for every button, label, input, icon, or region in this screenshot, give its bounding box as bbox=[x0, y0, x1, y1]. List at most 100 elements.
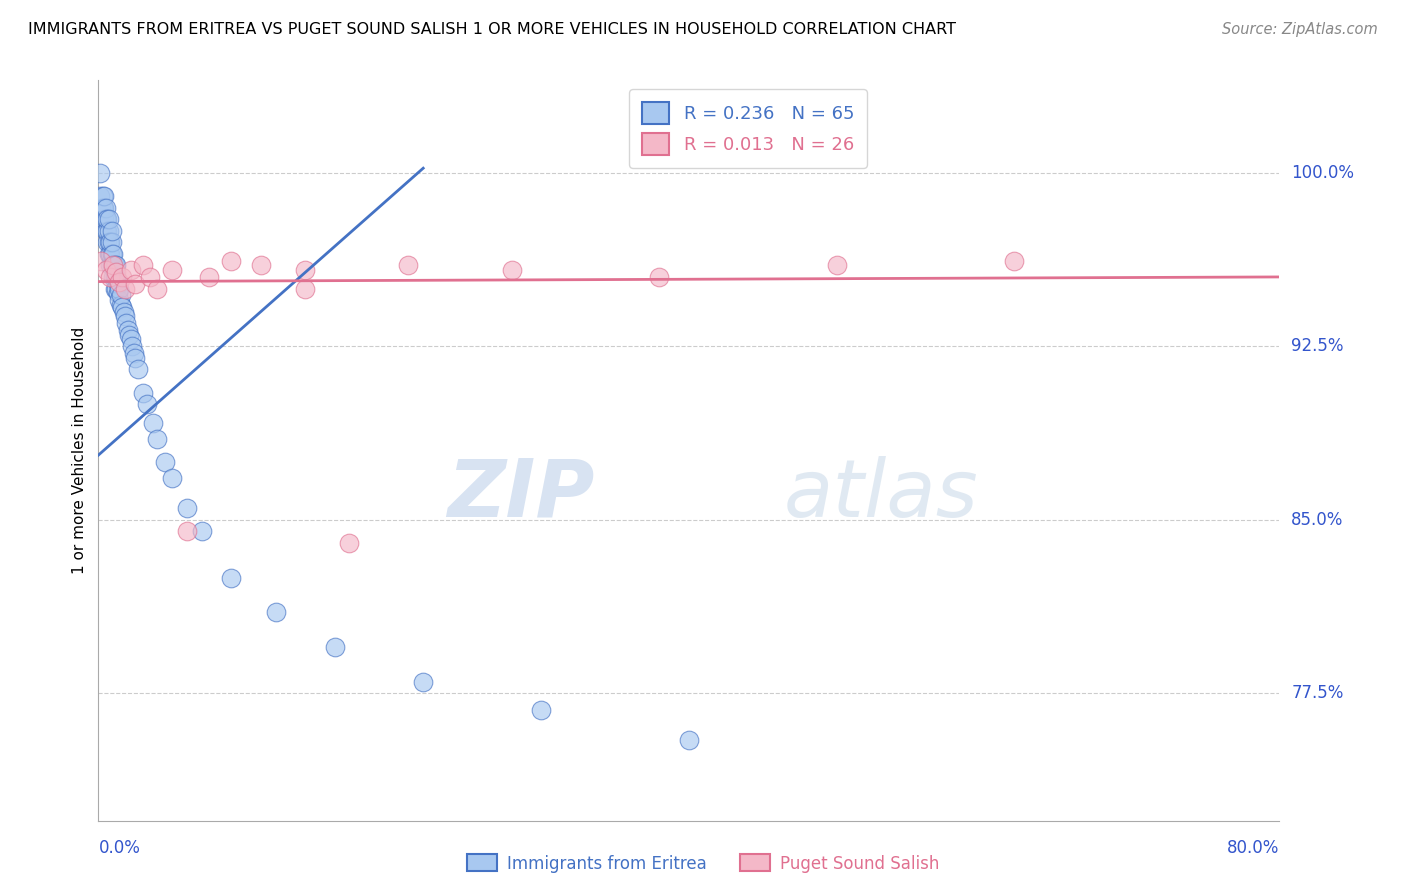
Legend: R = 0.236   N = 65, R = 0.013   N = 26: R = 0.236 N = 65, R = 0.013 N = 26 bbox=[630, 89, 866, 168]
Point bbox=[105, 281, 128, 295]
Point bbox=[107, 286, 129, 301]
Point bbox=[136, 397, 159, 411]
Point bbox=[94, 224, 117, 238]
Text: 85.0%: 85.0% bbox=[1291, 511, 1344, 529]
Point bbox=[91, 201, 114, 215]
Point bbox=[97, 212, 120, 227]
Text: Source: ZipAtlas.com: Source: ZipAtlas.com bbox=[1222, 22, 1378, 37]
Point bbox=[96, 212, 118, 227]
Point bbox=[294, 263, 316, 277]
Y-axis label: 1 or more Vehicles in Household: 1 or more Vehicles in Household bbox=[72, 326, 87, 574]
Point bbox=[89, 166, 111, 180]
Point bbox=[1002, 253, 1025, 268]
Point bbox=[91, 189, 114, 203]
Legend: Immigrants from Eritrea, Puget Sound Salish: Immigrants from Eritrea, Puget Sound Sal… bbox=[460, 847, 946, 880]
Text: 0.0%: 0.0% bbox=[98, 839, 141, 857]
Point bbox=[339, 536, 361, 550]
Point bbox=[103, 259, 125, 273]
Point bbox=[127, 362, 149, 376]
Point bbox=[678, 732, 700, 747]
Point bbox=[104, 281, 127, 295]
Point bbox=[110, 298, 132, 312]
Point bbox=[146, 432, 169, 446]
Point bbox=[93, 201, 115, 215]
Point bbox=[97, 247, 120, 261]
Point bbox=[162, 471, 183, 485]
Point bbox=[120, 332, 142, 346]
Point bbox=[221, 571, 243, 585]
Point bbox=[124, 351, 146, 365]
Point bbox=[111, 300, 134, 314]
Point bbox=[93, 189, 115, 203]
Point bbox=[96, 224, 118, 238]
Point bbox=[323, 640, 346, 654]
Point bbox=[103, 247, 125, 261]
Point bbox=[153, 455, 176, 469]
Point bbox=[100, 235, 122, 250]
Point bbox=[103, 269, 125, 284]
Point bbox=[103, 259, 125, 273]
Point bbox=[97, 235, 120, 250]
Point bbox=[94, 212, 117, 227]
Point bbox=[124, 277, 146, 291]
Point bbox=[146, 281, 169, 295]
Point bbox=[264, 606, 287, 620]
Point bbox=[221, 253, 243, 268]
Point bbox=[132, 259, 155, 273]
Point bbox=[114, 281, 136, 295]
Point bbox=[105, 259, 128, 273]
Text: 77.5%: 77.5% bbox=[1291, 684, 1344, 702]
Point bbox=[110, 288, 132, 302]
Point bbox=[104, 259, 127, 273]
Point bbox=[139, 269, 162, 284]
Point bbox=[96, 235, 118, 250]
Point bbox=[250, 259, 273, 273]
Point bbox=[501, 263, 523, 277]
Point bbox=[89, 189, 111, 203]
Point bbox=[105, 265, 128, 279]
Point bbox=[98, 259, 121, 273]
Point bbox=[198, 269, 221, 284]
Point bbox=[132, 385, 155, 400]
Point bbox=[108, 293, 131, 307]
Point bbox=[176, 501, 198, 516]
Point bbox=[93, 212, 115, 227]
Point bbox=[412, 674, 434, 689]
Point bbox=[648, 269, 671, 284]
Point bbox=[98, 235, 121, 250]
Point bbox=[107, 277, 129, 291]
Point bbox=[100, 224, 122, 238]
Point bbox=[142, 416, 165, 430]
Point bbox=[111, 269, 134, 284]
Point bbox=[100, 259, 122, 273]
Text: 80.0%: 80.0% bbox=[1227, 839, 1279, 857]
Point bbox=[94, 263, 117, 277]
Point bbox=[105, 269, 128, 284]
Point bbox=[90, 201, 112, 215]
Point bbox=[191, 524, 214, 539]
Point bbox=[112, 304, 135, 318]
Text: atlas: atlas bbox=[783, 456, 979, 534]
Point bbox=[120, 263, 142, 277]
Point bbox=[98, 269, 121, 284]
Point bbox=[398, 259, 420, 273]
Point bbox=[108, 281, 131, 295]
Point bbox=[825, 259, 848, 273]
Point bbox=[100, 247, 122, 261]
Point bbox=[94, 201, 117, 215]
Point bbox=[121, 339, 143, 353]
Point bbox=[117, 323, 139, 337]
Point bbox=[104, 269, 127, 284]
Point bbox=[294, 281, 316, 295]
Point bbox=[97, 224, 120, 238]
Text: 100.0%: 100.0% bbox=[1291, 164, 1354, 182]
Point bbox=[98, 247, 121, 261]
Point bbox=[118, 327, 141, 342]
Point bbox=[108, 275, 131, 289]
Point bbox=[115, 316, 138, 330]
Text: 92.5%: 92.5% bbox=[1291, 337, 1344, 355]
Point bbox=[114, 310, 136, 324]
Point bbox=[122, 346, 145, 360]
Point bbox=[530, 703, 553, 717]
Point bbox=[176, 524, 198, 539]
